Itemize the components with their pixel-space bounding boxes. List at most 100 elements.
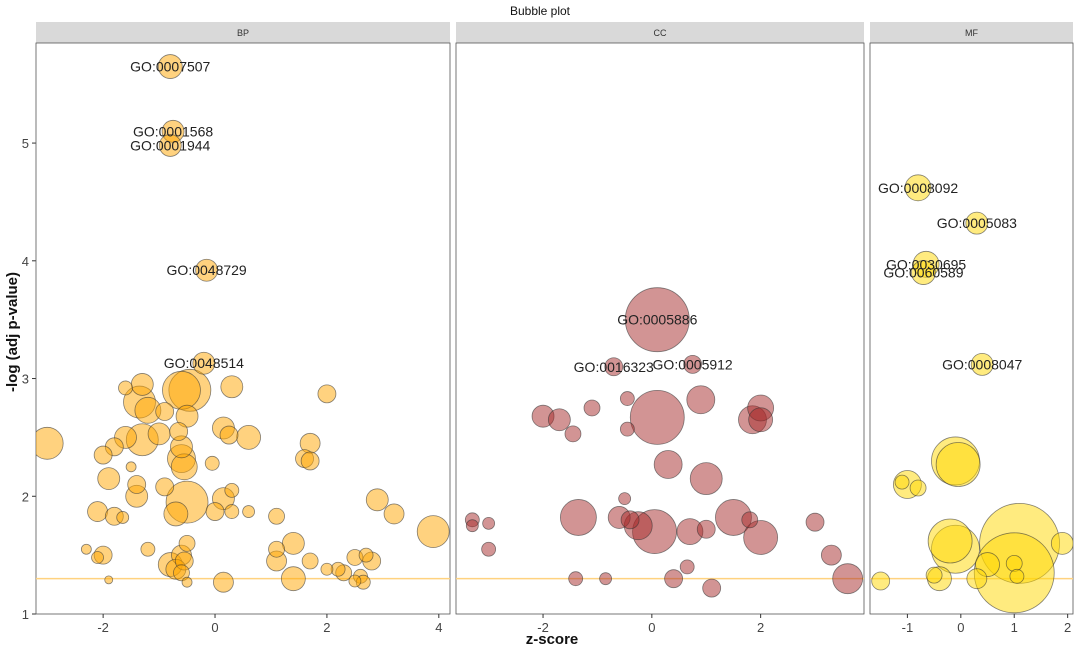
bubble-point	[169, 422, 189, 441]
y-tick-label: 1	[22, 607, 29, 622]
x-axis-label: z-score	[526, 631, 579, 648]
bubble-point	[204, 455, 220, 471]
bubble-point	[481, 541, 497, 557]
bubble-point	[104, 575, 114, 585]
bubble-point	[482, 516, 496, 530]
bubble-point	[348, 574, 362, 588]
go-term-label: GO:0048514	[164, 355, 244, 371]
bubble-point	[568, 571, 584, 587]
bubble-point	[966, 568, 988, 590]
bubble-point	[465, 519, 479, 533]
bubble-point	[965, 211, 989, 235]
go-term-label: GO:0001944	[130, 137, 210, 153]
panel-plot-area	[456, 287, 864, 598]
facet-strip-mf	[870, 22, 1073, 43]
bubble-point	[832, 563, 864, 595]
bubble-point	[696, 519, 716, 539]
bubble-point	[1009, 568, 1025, 584]
bubble-point	[653, 450, 683, 479]
chart-title: Bubble plot	[510, 4, 571, 18]
bubble-point	[236, 425, 261, 450]
go-term-label: GO:0005912	[653, 356, 733, 372]
bubble-point	[970, 353, 994, 376]
bubble-point	[743, 520, 779, 555]
bubble-point	[300, 451, 320, 471]
bubble-point	[175, 404, 199, 428]
bubble-point	[178, 534, 196, 552]
go-term-label: GO:0030695	[886, 256, 966, 272]
x-tick-label: 4	[435, 620, 442, 635]
bubble-point	[213, 571, 234, 593]
bubble-point	[1050, 531, 1073, 555]
bubble-point	[181, 576, 193, 588]
y-tick-label: 4	[22, 254, 29, 269]
bubble-point	[147, 422, 171, 446]
bubble-point	[1005, 554, 1023, 572]
x-tick-label: 2	[757, 620, 764, 635]
bubble-point	[91, 551, 104, 564]
bubble-point	[192, 351, 216, 375]
bubble-point	[547, 408, 571, 432]
bubble-point	[224, 504, 240, 519]
bubble-point	[173, 564, 190, 582]
bubble-point	[927, 518, 973, 564]
bubble-point	[629, 389, 685, 445]
bubble-point	[383, 503, 405, 525]
bubble-point	[664, 569, 683, 589]
bubble-point	[195, 258, 219, 282]
bubble-point	[320, 562, 334, 576]
x-tick-label: 2	[323, 620, 330, 635]
bubble-point	[935, 442, 981, 487]
bubble-point	[624, 287, 690, 353]
bubble-point	[125, 461, 137, 473]
bubble-point	[317, 384, 337, 404]
bubble-point	[36, 426, 64, 460]
bubble-point	[93, 445, 113, 465]
bubble-point	[163, 501, 189, 527]
facet-strip-bp	[36, 22, 450, 43]
bubble-point	[242, 505, 255, 518]
bubble-point	[560, 499, 597, 536]
bubble-point	[619, 391, 635, 406]
bubble-point	[619, 421, 635, 437]
facet-strip-label: CC	[654, 28, 667, 38]
bubble-point	[702, 578, 722, 598]
x-tick-label: 2	[1064, 620, 1071, 635]
bubble-point	[130, 373, 154, 396]
bubble-point	[157, 54, 183, 79]
bubble-point	[689, 462, 723, 496]
go-term-label: GO:0007507	[130, 59, 210, 75]
y-tick-label: 2	[22, 489, 29, 504]
bubble-point	[87, 501, 108, 522]
bubble-point	[116, 511, 130, 524]
bubble-point	[805, 512, 825, 532]
bubble-point	[871, 571, 891, 591]
bubble-point	[358, 547, 374, 563]
bubble-point	[220, 375, 244, 399]
bubble-point	[741, 511, 759, 529]
bubble-point	[268, 507, 285, 525]
x-tick-label: 0	[211, 620, 218, 635]
facet-strip-label: BP	[237, 28, 249, 38]
bubble-point	[583, 399, 601, 417]
x-tick-label: 0	[957, 620, 964, 635]
bubble-point	[564, 425, 582, 443]
x-tick-label: -1	[902, 620, 914, 635]
bubble-point	[127, 475, 147, 494]
go-term-label: GO:0048729	[167, 262, 247, 278]
y-tick-label: 3	[22, 372, 29, 387]
panel-mf: MF GO:0008092 GO:0005083 GO:0030695GO:00605…	[869, 22, 1074, 635]
bubble-point	[679, 559, 695, 575]
bubble-point	[281, 531, 305, 555]
go-term-label: GO:0016323	[574, 359, 654, 375]
facet-strip-label: MF	[965, 28, 978, 38]
bubble-point	[205, 502, 225, 521]
bubble-point	[97, 467, 121, 491]
bubble-point	[748, 407, 774, 433]
bubble-point	[911, 260, 936, 285]
go-term-label: GO:0008047	[942, 356, 1022, 372]
